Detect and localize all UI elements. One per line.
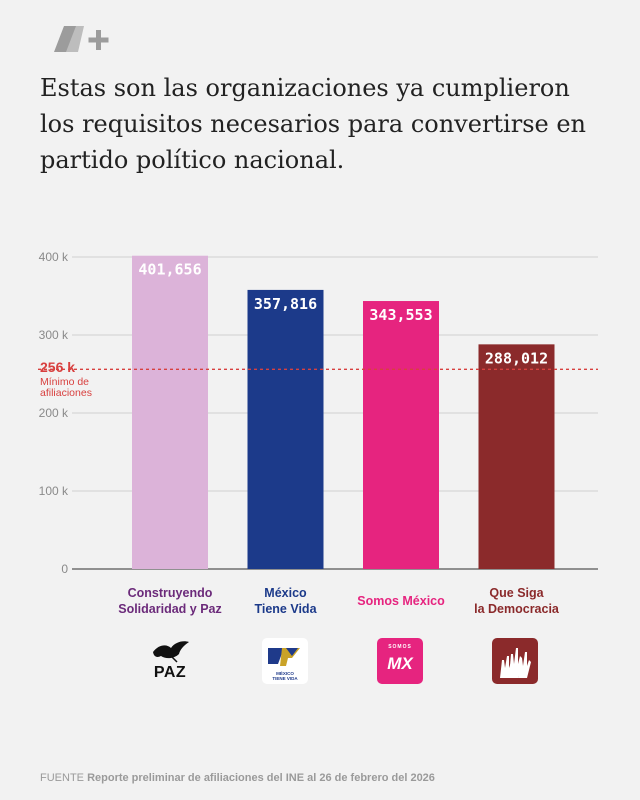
bar-value-label: 401,656 [138,261,201,279]
que-siga-la-democracia-logo-icon [492,638,538,684]
category-label: Solidaridad y Paz [118,602,222,616]
category-label: México [264,586,307,600]
y-tick-label: 0 [61,562,68,576]
paz-dove-logo-icon: PAZ [147,638,193,684]
category-label: Que Siga [489,586,544,600]
threshold-description: afiliaciones [40,387,92,399]
source-text: Reporte preliminar de afiliaciones del I… [87,772,435,784]
mexico-tiene-vida-logo-text: MÉXICO TIENE VIDA [272,671,298,681]
threshold-description: Mínimo de [40,376,89,388]
category-label: la Democracia [474,602,560,616]
category-label: Construyendo [128,586,213,600]
bar [132,255,208,569]
threshold-value-label: 256 k [40,359,75,375]
bar-value-label: 343,553 [369,306,432,324]
bar [478,344,555,569]
bar [247,289,324,569]
mexico-tiene-vida-logo-icon: MÉXICO TIENE VIDA [262,638,308,684]
bar-value-label: 357,816 [254,295,317,313]
paz-logo-text: PAZ [153,664,187,681]
bar-chart: 0 100 k 200 k 300 k 400 k 401,656 Construyendo… [38,250,598,616]
headline: Estas son las organizaciones ya cumplier… [40,74,587,174]
y-tick-label: 400 k [39,250,69,264]
source-label: FUENTE [40,772,84,784]
nplus-logo-icon [54,26,109,52]
source-note: FUENTE Reporte preliminar de afiliacione… [40,772,435,784]
somos-mx-logo-icon: SOMOS MX [377,638,423,684]
category-label: Somos México [357,594,445,608]
y-tick-label: 100 k [39,484,69,498]
bar-value-label: 288,012 [485,349,548,367]
bar [363,301,439,569]
y-tick-label: 200 k [39,406,69,420]
y-tick-label: 300 k [39,328,69,342]
category-label: Tiene Vida [254,602,317,616]
